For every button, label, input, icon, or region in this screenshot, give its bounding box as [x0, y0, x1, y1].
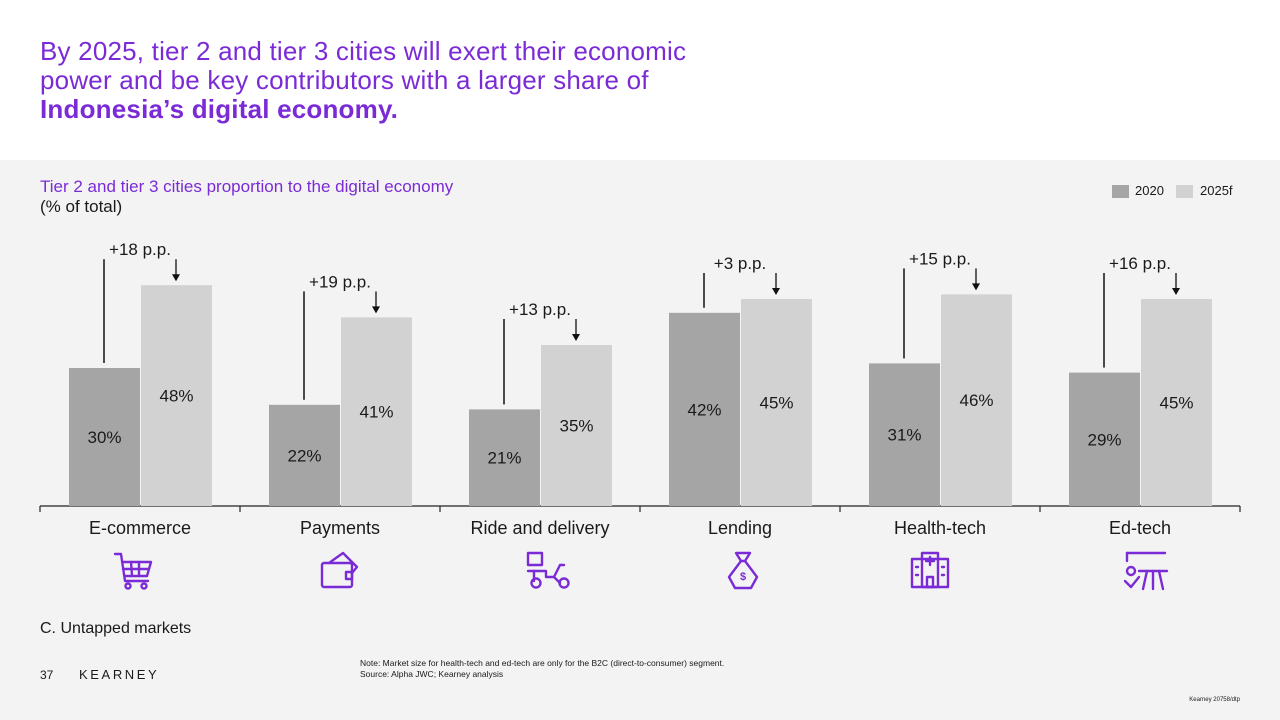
category-label: Lending	[708, 518, 772, 538]
delta-annotation: +15 p.p.	[909, 249, 971, 268]
delta-annotation: +18 p.p.	[109, 240, 171, 259]
delta-arrowhead	[372, 306, 380, 314]
data-label-2020: 21%	[487, 449, 521, 468]
data-label-2020: 30%	[87, 428, 121, 447]
data-label-2020: 42%	[687, 400, 721, 419]
data-label-2020: 22%	[287, 446, 321, 465]
hospital-icon	[908, 549, 952, 593]
data-label-2020: 29%	[1087, 430, 1121, 449]
title-line-2: power and be key contributors with a lar…	[40, 65, 649, 95]
bar-2025f	[341, 317, 412, 506]
data-label-2025f: 45%	[1159, 394, 1193, 413]
legend-label-2025f: 2025f	[1200, 183, 1233, 198]
svg-text:$: $	[740, 571, 746, 583]
page-number: 37	[40, 668, 54, 682]
bar-2025f	[141, 285, 212, 506]
section-label: C. Untapped markets	[40, 620, 192, 637]
category-label: Health-tech	[894, 518, 986, 538]
money-bag-icon: $	[721, 549, 765, 593]
note-text: Note: Market size for health-tech and ed…	[360, 658, 725, 668]
legend-swatch-2020	[1112, 185, 1129, 198]
data-label-2025f: 35%	[559, 417, 593, 436]
category-label: Ride and delivery	[470, 518, 609, 538]
source-text: Source: Alpha JWC; Kearney analysis	[360, 669, 504, 679]
shopping-cart-icon	[111, 549, 155, 593]
delta-arrowhead	[972, 283, 980, 291]
bar-2020	[869, 363, 940, 506]
data-label-2025f: 46%	[959, 391, 993, 410]
delta-annotation: +13 p.p.	[509, 300, 571, 319]
brand-logo: KEARNEY	[79, 667, 160, 682]
bar-2020	[669, 312, 740, 506]
bar-2020	[269, 404, 340, 506]
delta-arrowhead	[772, 288, 780, 295]
data-label-2025f: 41%	[359, 403, 393, 422]
delta-annotation: +16 p.p.	[1109, 254, 1171, 273]
footnote: Note: Market size for health-tech and ed…	[360, 658, 724, 680]
bar-2020	[469, 409, 540, 506]
legend-swatch-2025f	[1176, 185, 1193, 198]
chart-panel	[0, 160, 1280, 720]
bar-2020	[69, 368, 140, 506]
page-title: By 2025, tier 2 and tier 3 cities will e…	[40, 37, 800, 124]
data-label-2025f: 48%	[159, 387, 193, 406]
bar-2020	[1069, 372, 1140, 506]
category-label: E-commerce	[89, 518, 191, 538]
chart-title: Tier 2 and tier 3 cities proportion to t…	[40, 177, 454, 196]
data-label-2025f: 45%	[759, 394, 793, 413]
category-label: Ed-tech	[1109, 518, 1171, 538]
title-line-1: By 2025, tier 2 and tier 3 cities will e…	[40, 36, 687, 66]
bar-2025f	[541, 345, 612, 506]
title-bold: Indonesia’s digital economy.	[40, 94, 399, 124]
delta-annotation: +19 p.p.	[309, 272, 371, 291]
bar-2025f	[1141, 299, 1212, 506]
delta-arrowhead	[172, 274, 180, 282]
delta-arrowhead	[1172, 288, 1180, 295]
delta-annotation: +3 p.p.	[714, 254, 766, 273]
wallet-icon	[317, 549, 361, 593]
delivery-scooter-icon	[524, 549, 570, 593]
document-code: Kearney 20758/dtp	[1189, 697, 1240, 703]
chart-unit: (% of total)	[40, 197, 123, 216]
delta-arrowhead	[572, 334, 580, 341]
legend-label-2020: 2020	[1135, 183, 1164, 198]
data-label-2020: 31%	[887, 426, 921, 445]
category-label: Payments	[300, 518, 380, 538]
bar-2025f	[741, 299, 812, 506]
teacher-board-icon	[1123, 549, 1169, 593]
bar-2025f	[941, 294, 1012, 506]
